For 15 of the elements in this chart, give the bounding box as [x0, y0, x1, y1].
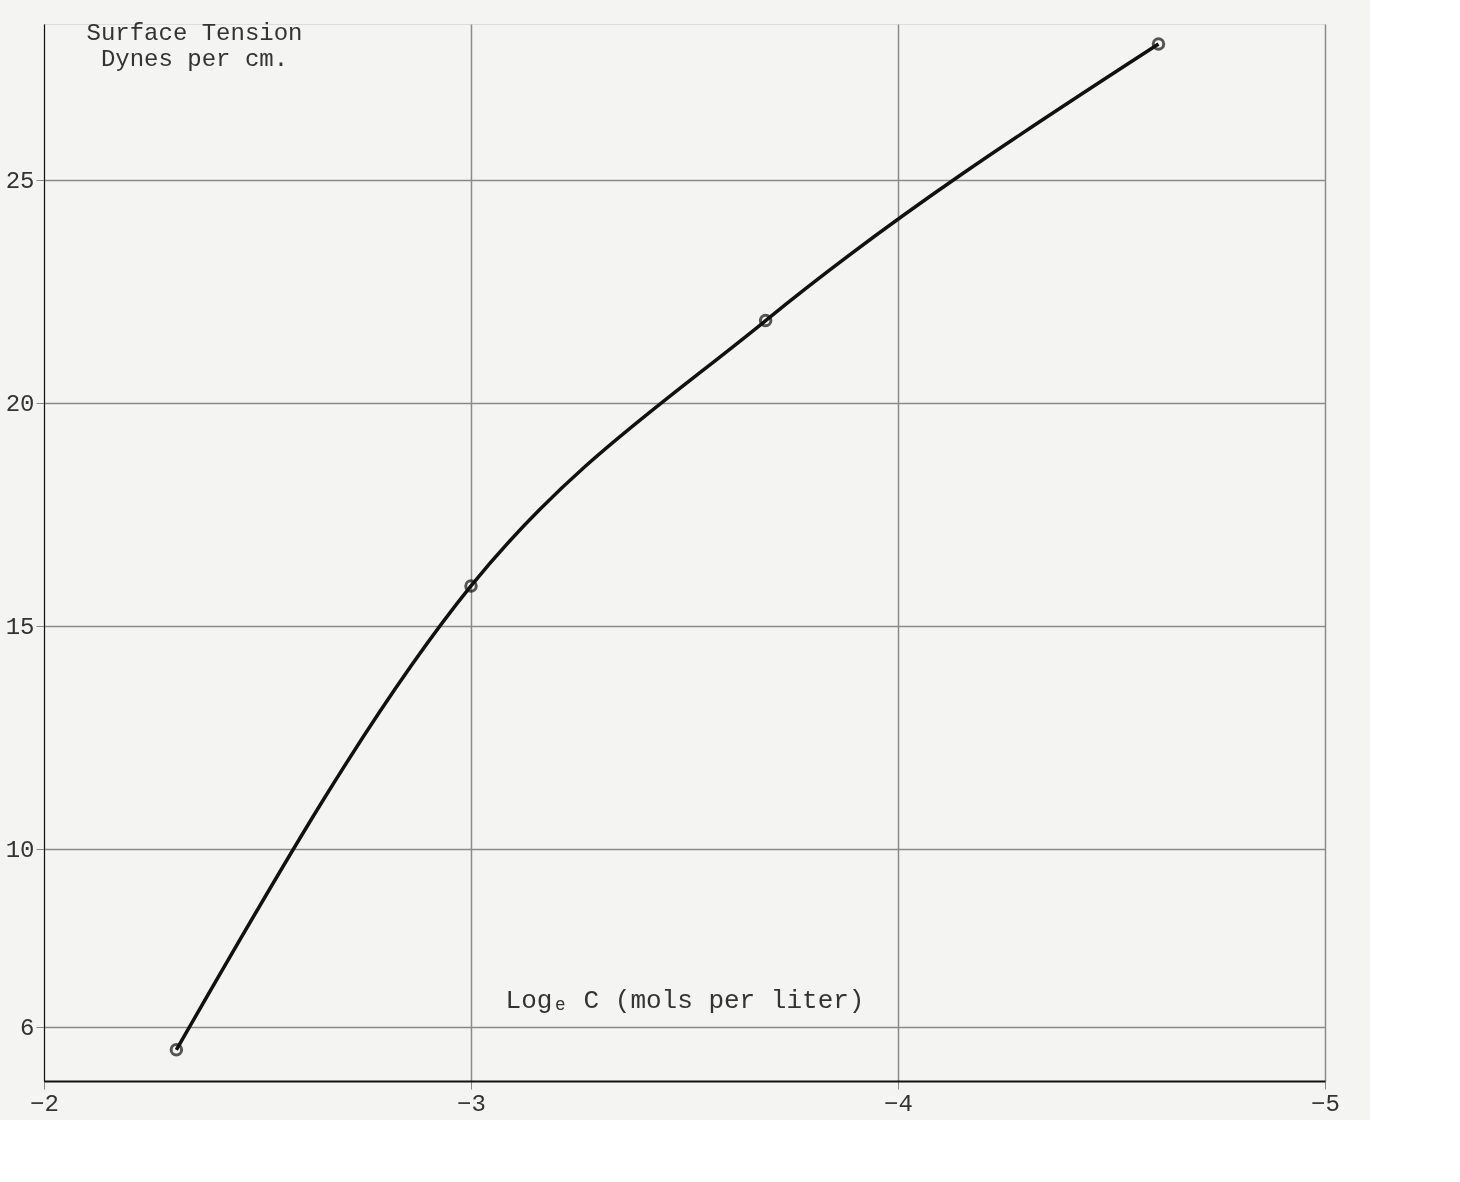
y-tick-label: 25: [5, 167, 35, 195]
point: [758, 313, 773, 328]
y-tick-label: 10: [5, 836, 35, 864]
y-axis-title: Surface Tension Dynes per cm.: [86, 19, 303, 73]
point: [464, 579, 478, 593]
y-tick-label: 20: [5, 390, 35, 418]
y-tick-label: 6: [20, 1014, 35, 1042]
x-axis-title: Logₑ C (mols per liter): [505, 985, 865, 1016]
x-tick-label: −4: [884, 1090, 913, 1118]
y-tick-label: 15: [5, 613, 35, 641]
x-tick-label: −2: [30, 1090, 59, 1118]
point: [1151, 37, 1166, 51]
x-tick-label: −3: [457, 1090, 486, 1118]
x-tick-label: −5: [1311, 1090, 1340, 1118]
point: [169, 1043, 184, 1057]
